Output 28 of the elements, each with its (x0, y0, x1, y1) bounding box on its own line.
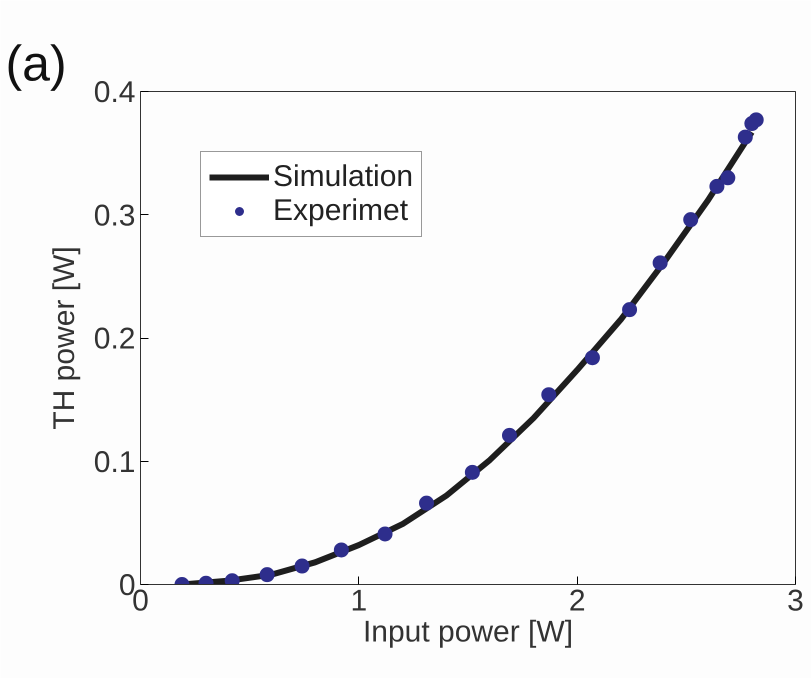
point (541, 387, 556, 402)
legend-label: Experimet (273, 194, 408, 228)
point (502, 428, 517, 443)
y-tick-label: 0.4 (94, 76, 136, 109)
x-axis-title: Input power [W] (362, 616, 574, 648)
point (464, 464, 480, 480)
y-tick-label: 0.1 (94, 446, 136, 479)
y-axis-title: TH power [W] (48, 246, 81, 430)
point (720, 170, 736, 186)
y-tick-label: 0.3 (94, 199, 136, 232)
point (738, 130, 753, 145)
point (584, 350, 600, 366)
y-tick-label: 0.2 (94, 322, 136, 356)
point (378, 526, 393, 542)
point (709, 178, 724, 194)
point (652, 255, 668, 270)
point (334, 542, 349, 558)
point (419, 496, 434, 511)
point (622, 302, 638, 318)
text: (a) (6, 36, 67, 92)
x-tick-label: 2 (568, 584, 586, 618)
point (683, 212, 698, 228)
point (294, 558, 310, 574)
point (748, 112, 764, 128)
x-tick-label: 1 (350, 584, 368, 618)
legend-label: Simulation (273, 160, 414, 194)
point (260, 567, 275, 582)
x-tick-label: 3 (787, 584, 804, 618)
